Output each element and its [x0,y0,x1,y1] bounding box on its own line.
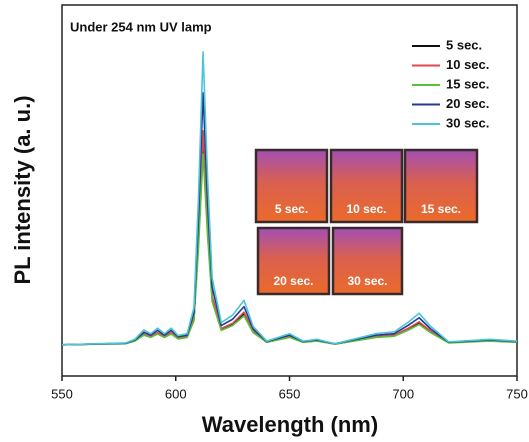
inset-image [329,148,404,224]
legend-label: 10 sec. [446,57,489,72]
legend-label: 30 sec. [446,115,489,130]
x-tick-label: 650 [279,386,301,401]
inset-image [256,226,331,296]
inset-label: 15 sec. [421,202,461,216]
inset-image [403,148,479,224]
series-line [61,153,518,346]
x-axis-label: Wavelength (nm) [202,412,378,437]
inset-label: 30 sec. [347,274,387,288]
legend-label: 5 sec. [446,37,482,52]
legend-label: 15 sec. [446,76,489,91]
inset-label: 10 sec. [346,202,386,216]
x-tick-label: 600 [165,386,187,401]
series-line [61,129,518,346]
series-line [61,92,518,346]
series-line [61,50,518,346]
inset-label: 5 sec. [275,202,308,216]
y-axis-label: PL intensity (a. u.) [10,95,35,284]
inset-image [331,226,404,296]
x-tick-label: 700 [392,386,414,401]
x-tick-label: 550 [51,386,73,401]
x-tick-label: 750 [506,386,528,401]
legend-label: 20 sec. [446,96,489,111]
chart-title: Under 254 nm UV lamp [70,19,212,34]
inset-image [254,148,329,224]
inset-label: 20 sec. [273,274,313,288]
